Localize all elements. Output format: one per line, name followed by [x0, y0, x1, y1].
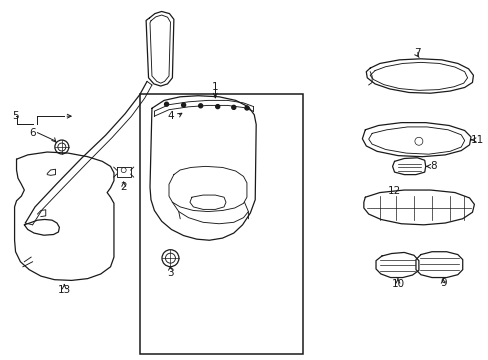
- Circle shape: [198, 104, 202, 108]
- Text: 12: 12: [387, 186, 400, 196]
- Text: 2: 2: [120, 182, 127, 192]
- Bar: [140, 94, 303, 354]
- Circle shape: [244, 106, 248, 110]
- Text: 7: 7: [413, 48, 420, 58]
- Text: 10: 10: [390, 279, 404, 289]
- Text: 3: 3: [167, 267, 173, 278]
- Text: 8: 8: [429, 161, 436, 171]
- Text: 1: 1: [211, 82, 218, 92]
- Text: 11: 11: [470, 135, 483, 145]
- Text: 13: 13: [58, 285, 71, 296]
- Text: 5: 5: [12, 111, 19, 121]
- Text: 6: 6: [29, 128, 36, 138]
- Circle shape: [215, 105, 219, 109]
- Text: 9: 9: [439, 278, 446, 288]
- Circle shape: [231, 105, 235, 109]
- Circle shape: [164, 102, 168, 106]
- Text: 4: 4: [167, 111, 173, 121]
- Circle shape: [181, 103, 185, 107]
